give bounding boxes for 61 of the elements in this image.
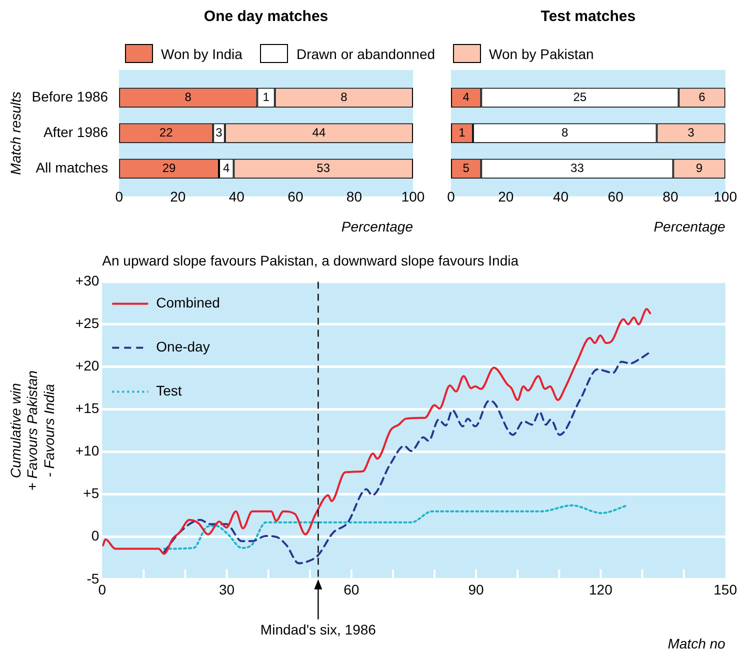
y-tick-label: -5 — [86, 570, 100, 586]
y-tick-label: +20 — [75, 358, 100, 374]
annotation: 4 — [462, 90, 470, 104]
y-tick-label: All matches — [36, 160, 108, 176]
x-tick-label: 60 — [288, 188, 304, 205]
legend-label: Won by Pakistan — [489, 46, 594, 62]
legend-label: Drawn or abandonned — [296, 46, 436, 62]
y-axis-title: Cumulative win + Favours Pakistan - Favours India — [7, 370, 57, 491]
x-tick-label: 90 — [468, 582, 484, 598]
x-tick-label: 80 — [662, 188, 678, 205]
x-tick-label: 40 — [228, 188, 245, 205]
chart-subtitle: An upward slope favours Pakistan, a downward slope favours India — [102, 252, 519, 268]
annotation: 53 — [316, 160, 330, 175]
legend-label: One-day — [156, 338, 210, 355]
y-tick-label: +10 — [75, 442, 100, 459]
annotation: 5 — [462, 160, 470, 175]
x-axis-title: Percentage — [654, 218, 726, 234]
x-axis-title: Percentage — [341, 218, 414, 234]
y-tick-label: +25 — [75, 315, 100, 332]
x-axis-title: Match no — [668, 635, 726, 652]
legend-label: Combined — [156, 294, 220, 311]
annotation: 25 — [573, 90, 587, 104]
annotation: 44 — [312, 126, 326, 140]
legend-label: Test — [156, 382, 182, 399]
legend-label: Won by India — [161, 46, 242, 62]
y-axis-title: Match results — [7, 92, 24, 175]
annotation: 8 — [340, 90, 348, 104]
x-tick-label: 0 — [447, 188, 456, 205]
x-tick-label: 20 — [498, 188, 514, 205]
ref-line-label: Mindad's six, 1986 — [260, 621, 376, 638]
x-tick-label: 60 — [344, 582, 360, 598]
annotation: 1 — [262, 90, 270, 104]
annotation: 4 — [223, 160, 230, 175]
x-tick-label: 80 — [346, 188, 362, 205]
annotation: 29 — [162, 160, 176, 175]
y-tick-label: 0 — [91, 528, 100, 544]
annotation: 8 — [184, 90, 192, 104]
x-tick-label: 100 — [714, 188, 738, 205]
x-tick-label: 150 — [714, 582, 738, 598]
annotation: 6 — [698, 90, 706, 104]
annotation: 1 — [458, 126, 466, 140]
x-tick-label: 100 — [401, 188, 425, 205]
x-tick-label: 0 — [115, 188, 124, 205]
x-tick-label: 30 — [218, 582, 235, 598]
x-tick-label: 20 — [170, 188, 186, 205]
y-tick-label: +30 — [75, 272, 100, 289]
x-tick-label: 120 — [589, 582, 613, 598]
annotation: 9 — [696, 160, 703, 175]
y-tick-label: +5 — [83, 485, 100, 502]
annotation: 33 — [570, 160, 584, 175]
chart-title: Test matches — [540, 8, 636, 26]
x-tick-label: 40 — [552, 188, 569, 205]
annotation: 3 — [216, 126, 223, 140]
annotation: 22 — [159, 126, 174, 140]
y-tick-label: Before 1986 — [32, 88, 108, 105]
annotation: 3 — [688, 126, 695, 140]
annotation: 8 — [562, 126, 568, 140]
y-tick-label: After 1986 — [43, 124, 108, 140]
x-tick-label: 60 — [608, 188, 624, 205]
y-tick-label: +15 — [75, 400, 100, 416]
chart-title: One day matches — [204, 8, 328, 26]
